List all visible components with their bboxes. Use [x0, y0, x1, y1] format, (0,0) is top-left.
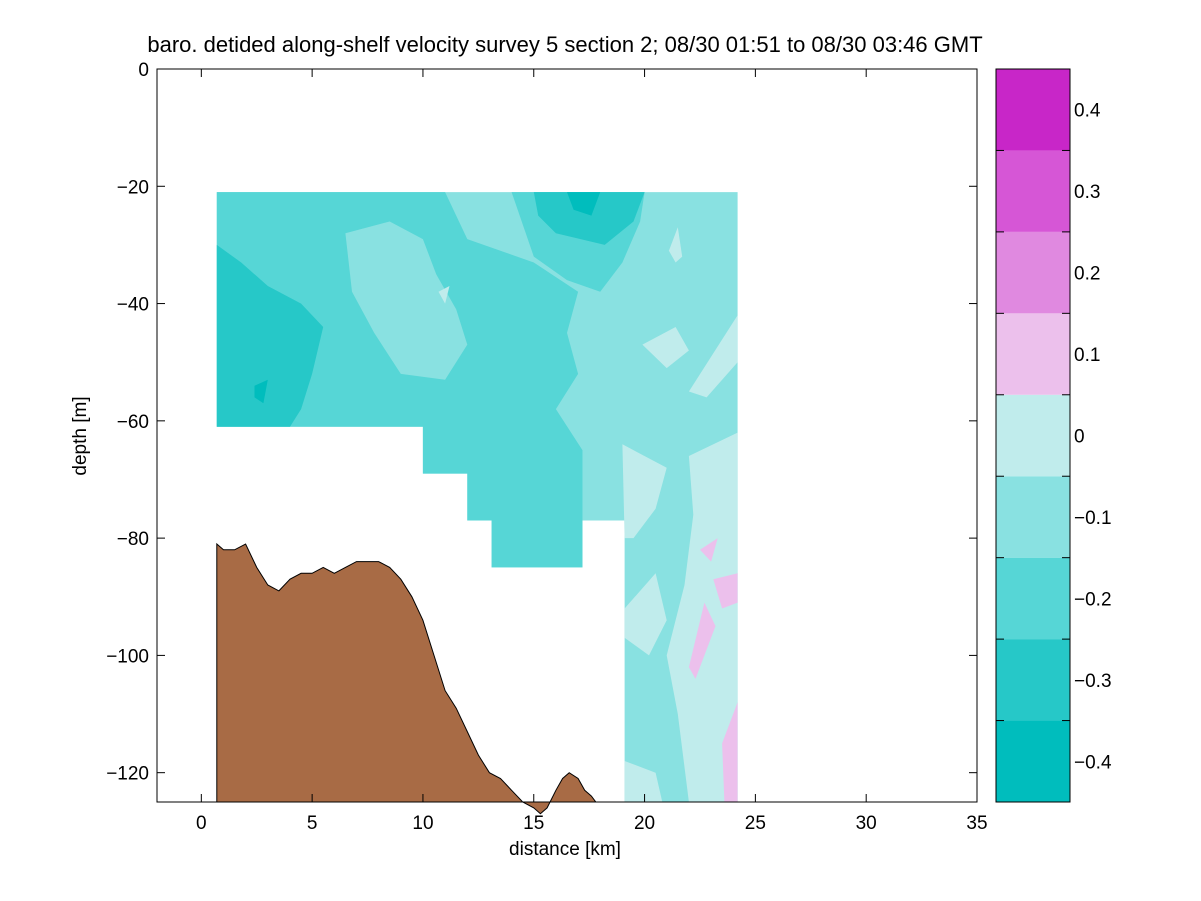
colorbar-tick-label: 0.3	[1074, 182, 1100, 203]
y-tick-label: 0	[138, 60, 149, 81]
colorbar-tick-label: −0.4	[1074, 752, 1112, 773]
x-tick-label: 5	[307, 813, 318, 834]
y-axis-label: depth [m]	[70, 396, 91, 475]
velocity-region-1	[216, 192, 583, 568]
velocity-region-8	[622, 444, 667, 539]
seafloor-shape	[216, 542, 597, 815]
x-tick-label: 35	[966, 813, 987, 834]
velocity-region-10	[624, 573, 667, 656]
velocity-region-14	[668, 227, 683, 263]
x-tick-label: 30	[856, 813, 877, 834]
colorbar-band	[996, 639, 1070, 721]
velocity-contours	[216, 192, 738, 803]
velocity-region-11	[624, 761, 663, 802]
colorbar: −0.4 −0.3 −0.2 −0.1 0 0.1 0.2 0.3 0.4	[995, 68, 1112, 803]
colorbar-band	[996, 720, 1070, 802]
colorbar-tick-label: −0.2	[1074, 589, 1112, 610]
colorbar-tick-label: 0.4	[1074, 101, 1101, 122]
colorbar-tick-label: 0.1	[1074, 345, 1100, 366]
colorbar-band	[996, 313, 1070, 395]
x-tick-label: 0	[196, 813, 207, 834]
velocity-region-3	[345, 221, 468, 380]
x-tick-label: 10	[412, 813, 433, 834]
velocity-region-4	[216, 244, 324, 427]
velocity-region-18	[722, 702, 738, 802]
y-tick-label: −20	[117, 177, 149, 198]
colorbar-band	[996, 150, 1070, 232]
velocity-region-17	[700, 538, 718, 562]
y-tick-label: −120	[106, 764, 149, 785]
x-tick-label: 25	[745, 813, 766, 834]
y-tick-label: −100	[106, 646, 149, 667]
x-tick-label: 20	[634, 813, 655, 834]
velocity-region-7	[254, 379, 268, 404]
y-tick-label: −40	[117, 295, 149, 316]
colorbar-band	[996, 69, 1070, 151]
plot-area: 0 5 10 15 20 25 30 35 0 −20 −40 −60 −80 −100 −120	[106, 60, 987, 834]
y-axis-ticks: 0 −20 −40 −60 −80 −100 −120	[106, 60, 977, 785]
x-axis-label: distance [km]	[509, 839, 621, 860]
velocity-region-6	[567, 192, 601, 216]
seafloor	[216, 542, 597, 815]
x-tick-label: 15	[523, 813, 544, 834]
colorbar-band	[996, 476, 1070, 558]
y-tick-label: −80	[117, 529, 149, 550]
colorbar-tick-label: 0.2	[1074, 264, 1100, 285]
velocity-region-13	[688, 315, 738, 398]
plot-frame	[156, 68, 978, 803]
velocity-region-12	[642, 327, 689, 369]
y-tick-label: −60	[117, 412, 149, 433]
velocity-region-16	[688, 602, 716, 679]
colorbar-band	[996, 231, 1070, 314]
colorbar-band	[996, 394, 1070, 477]
colorbar-frame	[995, 68, 1071, 803]
velocity-region-5	[533, 192, 645, 245]
chart-title: baro. detided along-shelf velocity surve…	[147, 32, 982, 57]
colorbar-band	[996, 557, 1070, 640]
velocity-region-19	[713, 573, 738, 609]
x-axis-ticks: 0 5 10 15 20 25 30 35	[196, 69, 988, 834]
colorbar-tick-label: 0	[1074, 427, 1085, 448]
colorbar-tick-label: −0.3	[1074, 671, 1112, 692]
velocity-region-15	[438, 286, 450, 304]
colorbar-tick-label: −0.1	[1074, 508, 1112, 529]
